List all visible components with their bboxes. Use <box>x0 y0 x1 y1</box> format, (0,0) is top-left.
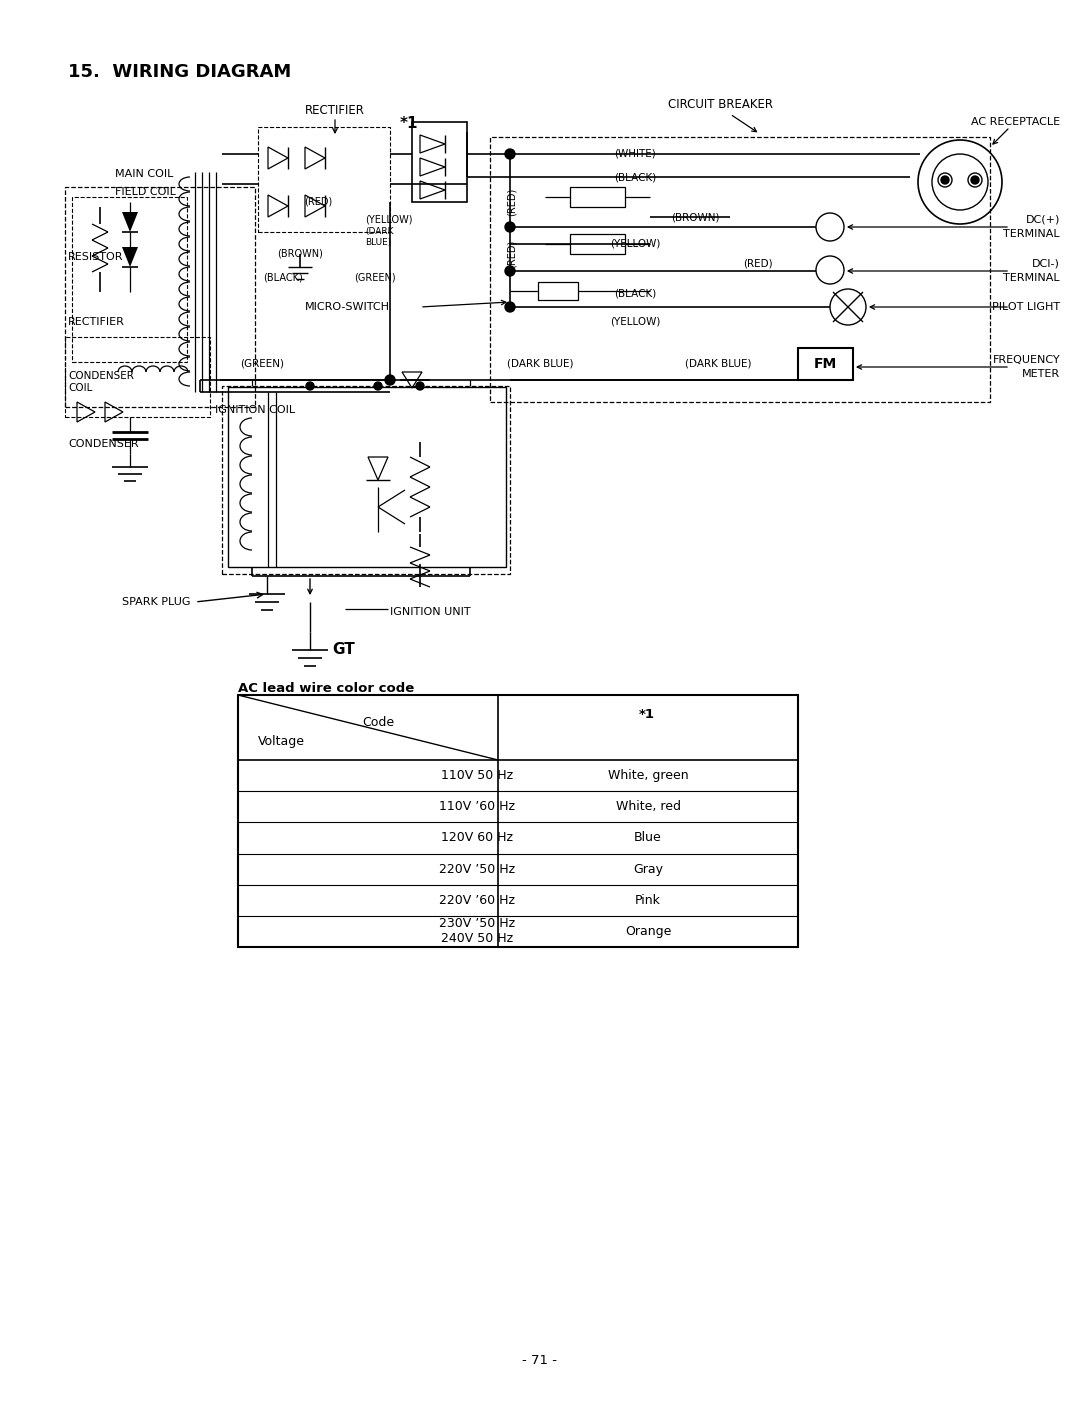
Bar <box>490 137 990 402</box>
Text: SPARK PLUG: SPARK PLUG <box>121 597 190 607</box>
Text: Pink: Pink <box>635 893 661 907</box>
Text: MICRO-SWITCH: MICRO-SWITCH <box>305 301 390 313</box>
Text: PILOT LIGHT: PILOT LIGHT <box>991 301 1059 313</box>
Text: RECTIFIER: RECTIFIER <box>68 317 125 327</box>
Bar <box>72 198 187 362</box>
Text: IGNITION UNIT: IGNITION UNIT <box>390 607 471 617</box>
Text: 15.  WIRING DIAGRAM: 15. WIRING DIAGRAM <box>68 63 292 81</box>
Text: (DARK BLUE): (DARK BLUE) <box>507 359 573 369</box>
Text: FIELD COIL: FIELD COIL <box>114 186 176 198</box>
Text: (RED): (RED) <box>507 240 517 268</box>
Text: RESISTOR: RESISTOR <box>68 252 123 262</box>
Text: Blue: Blue <box>634 831 662 844</box>
Text: CIRCUIT BREAKER: CIRCUIT BREAKER <box>667 98 772 111</box>
Text: AC RECEPTACLE: AC RECEPTACLE <box>971 116 1059 128</box>
Circle shape <box>505 301 515 313</box>
Bar <box>570 186 625 207</box>
Text: TERMINAL: TERMINAL <box>1003 229 1059 238</box>
Text: (GREEN): (GREEN) <box>240 359 284 369</box>
Text: 230V ’50 Hz
240V 50 Hz: 230V ’50 Hz 240V 50 Hz <box>438 917 515 945</box>
Text: METER: METER <box>1022 369 1059 379</box>
Bar <box>222 386 510 573</box>
Text: TERMINAL: TERMINAL <box>1003 273 1059 283</box>
Circle shape <box>384 374 395 386</box>
Text: (BLACK): (BLACK) <box>613 172 657 182</box>
Text: *1: *1 <box>638 708 654 722</box>
Bar <box>65 336 210 416</box>
Text: White, red: White, red <box>616 801 680 813</box>
Bar <box>238 695 798 946</box>
Text: (BLACK): (BLACK) <box>264 272 302 282</box>
Text: (WHITE): (WHITE) <box>615 149 656 158</box>
Circle shape <box>971 177 978 184</box>
Text: 120V 60 Hz: 120V 60 Hz <box>441 831 513 844</box>
Text: FREQUENCY: FREQUENCY <box>993 355 1059 365</box>
Bar <box>65 186 255 407</box>
Text: Gray: Gray <box>633 862 663 876</box>
Text: White, green: White, green <box>608 770 688 782</box>
Polygon shape <box>122 247 138 266</box>
Circle shape <box>941 177 949 184</box>
Text: (GREEN): (GREEN) <box>354 272 395 282</box>
Circle shape <box>306 381 314 390</box>
Bar <box>570 234 625 254</box>
Bar <box>411 122 467 202</box>
Text: (YELLOW): (YELLOW) <box>610 317 660 327</box>
Text: (YELLOW): (YELLOW) <box>610 238 660 250</box>
Text: (RED): (RED) <box>303 198 333 207</box>
Text: RECTIFIER: RECTIFIER <box>305 104 365 116</box>
Text: 110V ’60 Hz: 110V ’60 Hz <box>440 801 515 813</box>
Circle shape <box>505 222 515 231</box>
Circle shape <box>505 149 515 158</box>
Text: - 71 -: - 71 - <box>523 1353 557 1367</box>
Bar <box>538 282 578 300</box>
Text: 220V ’50 Hz: 220V ’50 Hz <box>438 862 515 876</box>
Text: CONDENSER: CONDENSER <box>68 439 138 449</box>
Circle shape <box>505 266 515 276</box>
Text: (BROWN): (BROWN) <box>671 212 719 222</box>
Text: IGNITION COIL: IGNITION COIL <box>215 405 295 415</box>
Text: 110V 50 Hz: 110V 50 Hz <box>441 770 513 782</box>
Text: Voltage: Voltage <box>258 736 305 749</box>
Text: (BROWN): (BROWN) <box>278 250 323 259</box>
Text: FM: FM <box>813 358 837 372</box>
Text: (YELLOW): (YELLOW) <box>365 215 413 224</box>
Circle shape <box>416 381 424 390</box>
Circle shape <box>374 381 382 390</box>
Text: (RED): (RED) <box>507 188 517 216</box>
Bar <box>258 128 390 231</box>
Bar <box>228 387 507 566</box>
Text: CONDENSER
COIL: CONDENSER COIL <box>68 372 134 393</box>
Text: 220V ’60 Hz: 220V ’60 Hz <box>440 893 515 907</box>
Text: Code: Code <box>362 716 394 729</box>
Text: DCI-): DCI-) <box>1032 259 1059 269</box>
Bar <box>798 348 853 380</box>
Text: (RED): (RED) <box>743 259 773 269</box>
Text: (DARK BLUE): (DARK BLUE) <box>685 359 752 369</box>
Text: (DARK
BLUE): (DARK BLUE) <box>365 227 393 247</box>
Text: Orange: Orange <box>625 925 671 938</box>
Text: MAIN COIL: MAIN COIL <box>114 170 174 179</box>
Text: AC lead wire color code: AC lead wire color code <box>238 681 415 694</box>
Text: GT: GT <box>332 642 354 658</box>
Text: DC(+): DC(+) <box>1026 215 1059 224</box>
Polygon shape <box>122 212 138 231</box>
Text: *1: *1 <box>400 116 419 132</box>
Text: (BLACK): (BLACK) <box>613 289 657 299</box>
